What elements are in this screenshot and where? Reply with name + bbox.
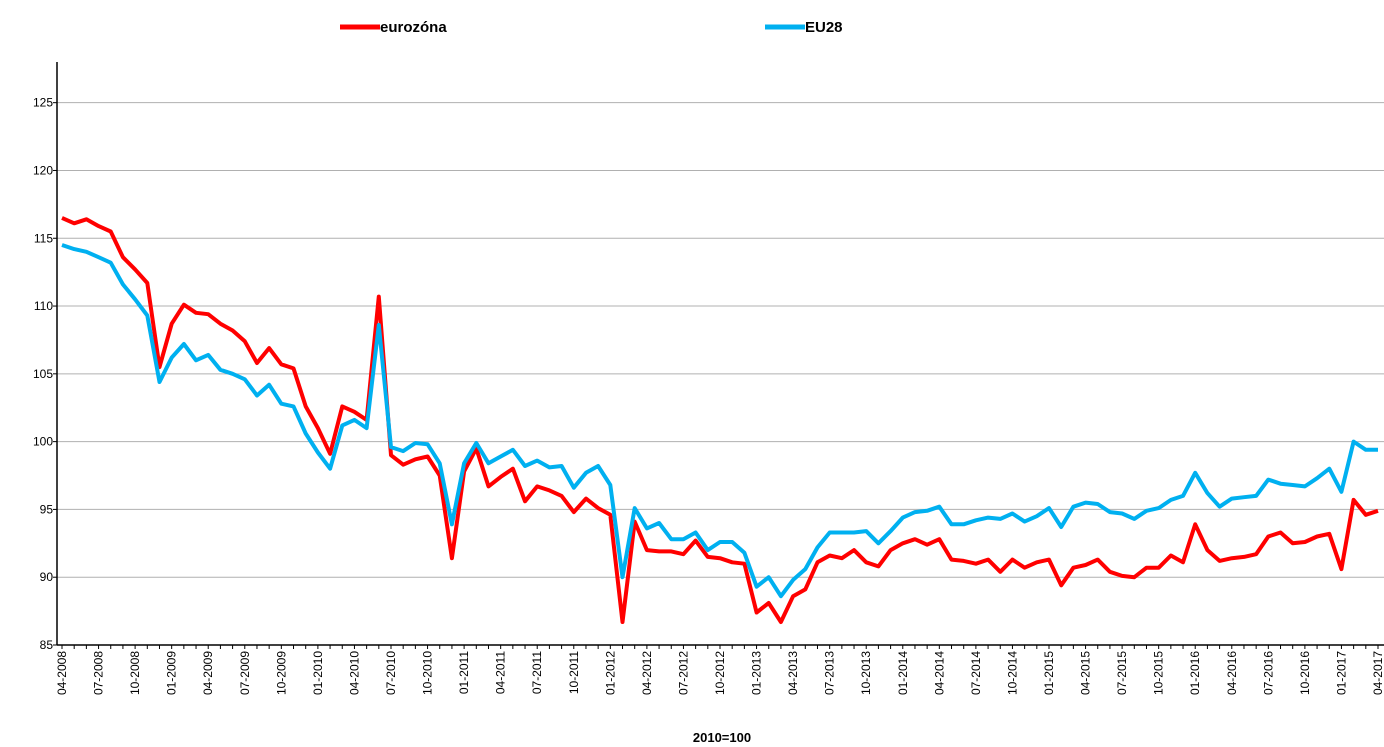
legend-label: eurozóna <box>380 19 447 36</box>
x-tick-label: 07-2012 <box>676 651 690 695</box>
y-tick-label: 100 <box>33 435 53 449</box>
y-tick-label: 115 <box>34 231 53 245</box>
x-tick-label: 07-2015 <box>1115 651 1129 695</box>
legend-label: EU28 <box>805 19 843 36</box>
y-tick-label: 85 <box>40 638 54 652</box>
x-tick-label: 07-2014 <box>969 651 983 695</box>
x-tick-label: 01-2013 <box>750 651 764 695</box>
x-tick-label: 10-2015 <box>1152 651 1166 695</box>
y-tick-label: 120 <box>33 163 53 177</box>
x-tick-label: 01-2011 <box>457 651 471 694</box>
x-tick-label: 04-2017 <box>1371 651 1384 695</box>
x-tick-label: 04-2011 <box>494 651 508 694</box>
y-tick-label: 95 <box>40 502 54 516</box>
x-tick-label: 07-2011 <box>530 651 544 694</box>
data-line <box>61 243 1378 599</box>
x-tick-label: 01-2016 <box>1188 651 1202 695</box>
x-axis-label: 2010=100 <box>693 730 751 745</box>
x-tick-label: 04-2008 <box>55 651 69 695</box>
y-tick-label: 90 <box>40 570 54 584</box>
data-line <box>61 216 1379 624</box>
x-tick-label: 04-2010 <box>347 651 361 695</box>
x-tick-label: 01-2014 <box>896 651 910 695</box>
x-tick-label: 07-2013 <box>823 651 837 695</box>
x-tick-label: 01-2017 <box>1334 651 1348 695</box>
x-tick-label: 04-2015 <box>1079 651 1093 695</box>
x-tick-label: 10-2013 <box>859 651 873 695</box>
x-tick-label: 04-2014 <box>932 651 946 695</box>
x-tick-label: 07-2008 <box>92 651 106 695</box>
x-tick-label: 10-2016 <box>1298 651 1312 695</box>
x-tick-label: 10-2014 <box>1005 651 1019 695</box>
x-tick-label: 04-2016 <box>1225 651 1239 695</box>
x-tick-label: 10-2010 <box>421 651 435 695</box>
x-tick-label: 07-2010 <box>384 651 398 695</box>
x-tick-label: 01-2009 <box>165 651 179 695</box>
x-tick-label: 04-2013 <box>786 651 800 695</box>
x-tick-label: 01-2015 <box>1042 651 1056 695</box>
y-tick-label: 110 <box>34 299 53 313</box>
x-tick-label: 10-2008 <box>128 651 142 695</box>
y-tick-label: 125 <box>33 96 53 110</box>
x-tick-label: 07-2009 <box>238 651 252 695</box>
y-tick-label: 105 <box>33 367 53 381</box>
x-tick-label: 01-2010 <box>311 651 325 695</box>
x-tick-label: 10-2009 <box>274 651 288 695</box>
x-tick-label: 04-2009 <box>201 651 215 695</box>
x-tick-label: 01-2012 <box>603 651 617 695</box>
x-tick-label: 10-2012 <box>713 651 727 695</box>
x-tick-label: 07-2016 <box>1261 651 1275 695</box>
x-tick-label: 10-2011 <box>567 651 581 694</box>
x-tick-label: 04-2012 <box>640 651 654 695</box>
